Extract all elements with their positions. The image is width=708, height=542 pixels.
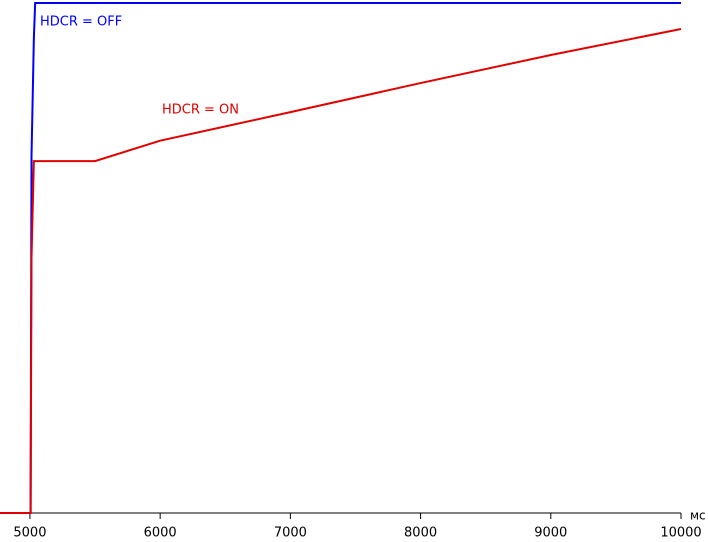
x-tick-label: 10000 xyxy=(660,526,701,541)
x-tick-label: 7000 xyxy=(274,526,307,541)
series-annotation: HDCR = OFF xyxy=(40,15,122,30)
x-tick-label: 8000 xyxy=(404,526,437,541)
x-tick-label: 6000 xyxy=(144,526,177,541)
x-tick-label: 9000 xyxy=(534,526,567,541)
x-unit: мс xyxy=(690,509,706,523)
series-line xyxy=(0,28,682,514)
series-annotation: HDCR = ON xyxy=(162,103,239,118)
x-tick-label: 5000 xyxy=(13,526,46,541)
series-line xyxy=(0,2,681,514)
